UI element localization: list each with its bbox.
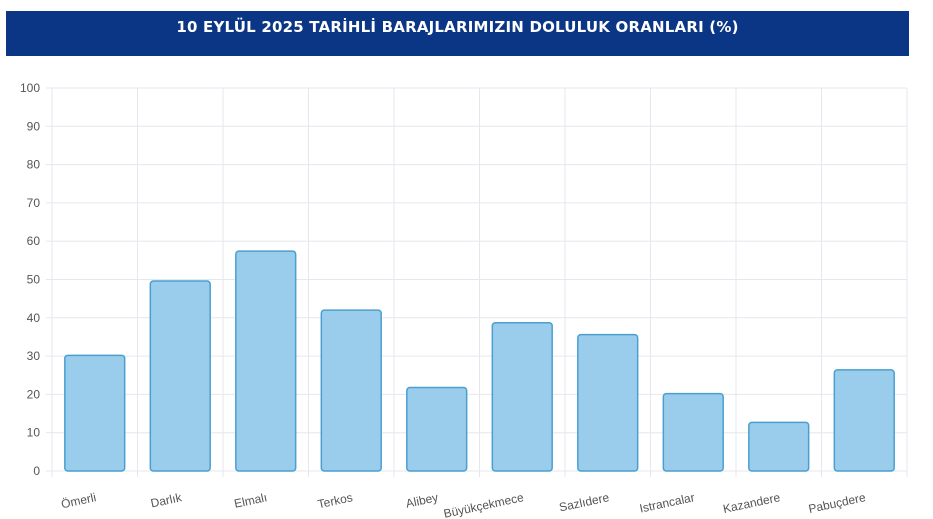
y-tick-label: 60 [27, 234, 41, 248]
y-tick-label: 50 [27, 273, 41, 287]
bar-büyükçekmece [491, 322, 553, 472]
y-tick-label: 40 [27, 311, 41, 325]
bar-pabuçdere [833, 369, 895, 472]
bar-elmalı [235, 250, 297, 472]
bar-sazlıdere [577, 333, 639, 472]
x-tick-label: Sazlıdere [558, 490, 611, 514]
bar-chart: 0 10 20 30 40 50 60 70 80 90 100 Ömerli Darlık Elmalı… [20, 81, 908, 519]
chart-title-bar: 10 EYLÜL 2025 TARİHLİ BARAJLARIMIZIN DOL… [6, 11, 909, 56]
y-tick-label: 90 [27, 119, 41, 133]
y-tick-label: 0 [33, 464, 40, 478]
x-tick-label: Darlık [149, 490, 184, 510]
y-tick-label: 10 [27, 426, 41, 440]
chart-area: 0 10 20 30 40 50 60 70 80 90 100 Ömerli Darlık Elmalı… [0, 60, 933, 519]
x-tick-label: Pabuçdere [807, 490, 867, 516]
y-tick-label: 80 [27, 158, 41, 172]
bar-darlık [149, 280, 211, 472]
y-tick-label: 20 [27, 387, 41, 401]
y-tick-label: 70 [27, 196, 41, 210]
bar-kazandere [748, 421, 810, 472]
x-tick-label: Elmalı [233, 490, 269, 511]
x-tick-label: Ömerli [60, 490, 97, 511]
chart-title: 10 EYLÜL 2025 TARİHLİ BARAJLARIMIZIN DOL… [176, 17, 739, 36]
bar-ömerli [64, 354, 126, 472]
x-tick-label: Istrancalar [638, 490, 696, 515]
y-tick-label: 30 [27, 349, 41, 363]
bar-istrancalar [662, 392, 724, 472]
x-tick-label: Kazandere [722, 490, 782, 516]
bar-alibey [406, 386, 468, 472]
x-tick-label: Terkos [316, 490, 353, 511]
y-tick-label: 100 [20, 81, 40, 95]
x-tick-label: Alibey [404, 490, 439, 510]
x-tick-label: Büyükçekmece [442, 490, 525, 519]
bar-terkos [320, 309, 382, 472]
